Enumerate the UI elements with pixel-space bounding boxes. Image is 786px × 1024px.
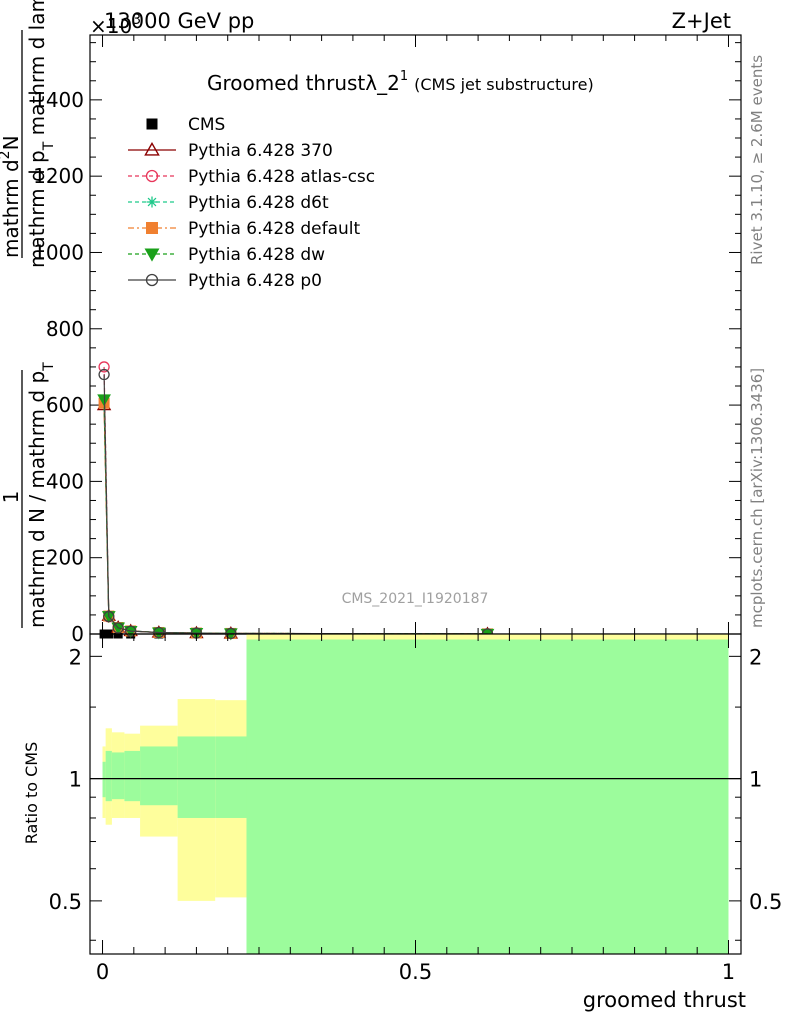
legend: CMS Pythia 6.428 370 Pythia 6.428 atlas-cs…: [128, 115, 375, 291]
ratio-y-tick-label-right: 0.5: [749, 890, 782, 914]
y-label-denominator: mathrm d pT mathrm d lambda: [25, 0, 57, 268]
ratio-y-tick-label: 0.5: [49, 890, 82, 914]
legend-label: Pythia 6.428 dw: [188, 245, 325, 265]
data-point: [103, 610, 115, 623]
legend-label: Pythia 6.428 p0: [188, 271, 322, 291]
legend-marker: [145, 273, 159, 287]
ratio-y-tick-label-right: 1: [749, 768, 762, 792]
main-y-ticks: 0 200 400 600 800 1000 1200 1400: [33, 35, 741, 646]
legend-label: Pythia 6.428 default: [188, 219, 361, 239]
y-tick-label: 200: [46, 546, 84, 570]
y-tick-label: 800: [46, 317, 84, 341]
stat-uncertainty-band: [246, 639, 729, 954]
stat-uncertainty-band: [177, 736, 216, 818]
legend-marker: [146, 118, 158, 130]
ratio-bands: [102, 634, 729, 954]
y-tick-label: 600: [46, 393, 84, 417]
y-label-prefix-den: mathrm d N / mathrm d pT: [25, 362, 57, 628]
ratio-ticks: 0.5 0.5 1 1 2 2 0 0.5 1: [49, 634, 782, 984]
y-label-numerator: mathrm d2N: [0, 135, 23, 258]
legend-marker: [146, 196, 158, 208]
y-tick-label: 400: [46, 469, 84, 493]
ratio-y-axis-label: Ratio to CMS: [22, 742, 41, 844]
data-point: [125, 625, 137, 637]
y-tick-label: 0: [71, 622, 84, 646]
y-tick-label: 1400: [33, 88, 84, 112]
legend-marker: [146, 222, 158, 234]
plot-title: Groomed thrustλ_21 (CMS jet substructure): [207, 69, 594, 95]
stat-uncertainty-band: [105, 750, 112, 802]
x-tick-label: 0: [96, 960, 109, 984]
legend-marker: [145, 169, 159, 183]
y-tick-label: 1200: [33, 164, 84, 188]
stat-uncertainty-band: [111, 752, 125, 800]
data-point: [98, 361, 110, 373]
y-tick-label: 1000: [33, 240, 84, 264]
stat-uncertainty-band: [140, 746, 178, 806]
stat-uncertainty-band: [102, 761, 106, 798]
data-point: [112, 622, 124, 634]
data-point: [98, 368, 110, 381]
rivet-label: Rivet 3.1.10, ≥ 2.6M events: [748, 55, 766, 265]
data-point: [153, 626, 165, 639]
ratio-y-tick-label: 1: [69, 768, 82, 792]
ratio-y-tick-label: 2: [69, 645, 82, 669]
energy-label: 13000 GeV pp: [104, 9, 254, 33]
main-y-axis-label: 1 mathrm d N / mathrm d pT mathrm d2N ma…: [0, 0, 57, 628]
exponent-label: ×103: [90, 12, 141, 38]
mcplots-label: mcplots.cern.ch [arXiv:1306.3436]: [748, 368, 766, 628]
stat-uncertainty-band: [215, 736, 247, 818]
legend-label: Pythia 6.428 atlas-csc: [188, 167, 375, 187]
legend-label: Pythia 6.428 d6t: [188, 193, 329, 213]
legend-marker: [144, 248, 160, 262]
watermark: CMS_2021_I1920187: [342, 591, 489, 607]
legend-label: Pythia 6.428 370: [188, 141, 333, 161]
legend-label: CMS: [188, 115, 225, 135]
x-axis-label: groomed thrust: [583, 988, 746, 1012]
x-tick-label: 1: [722, 960, 735, 984]
y-label-one: 1: [0, 491, 23, 504]
stat-uncertainty-band: [124, 750, 141, 802]
legend-marker: [144, 141, 160, 156]
process-label: Z+Jet: [672, 9, 731, 33]
series-line: [103, 374, 488, 635]
x-tick-label: 0.5: [399, 960, 432, 984]
ratio-y-tick-label-right: 2: [749, 645, 762, 669]
